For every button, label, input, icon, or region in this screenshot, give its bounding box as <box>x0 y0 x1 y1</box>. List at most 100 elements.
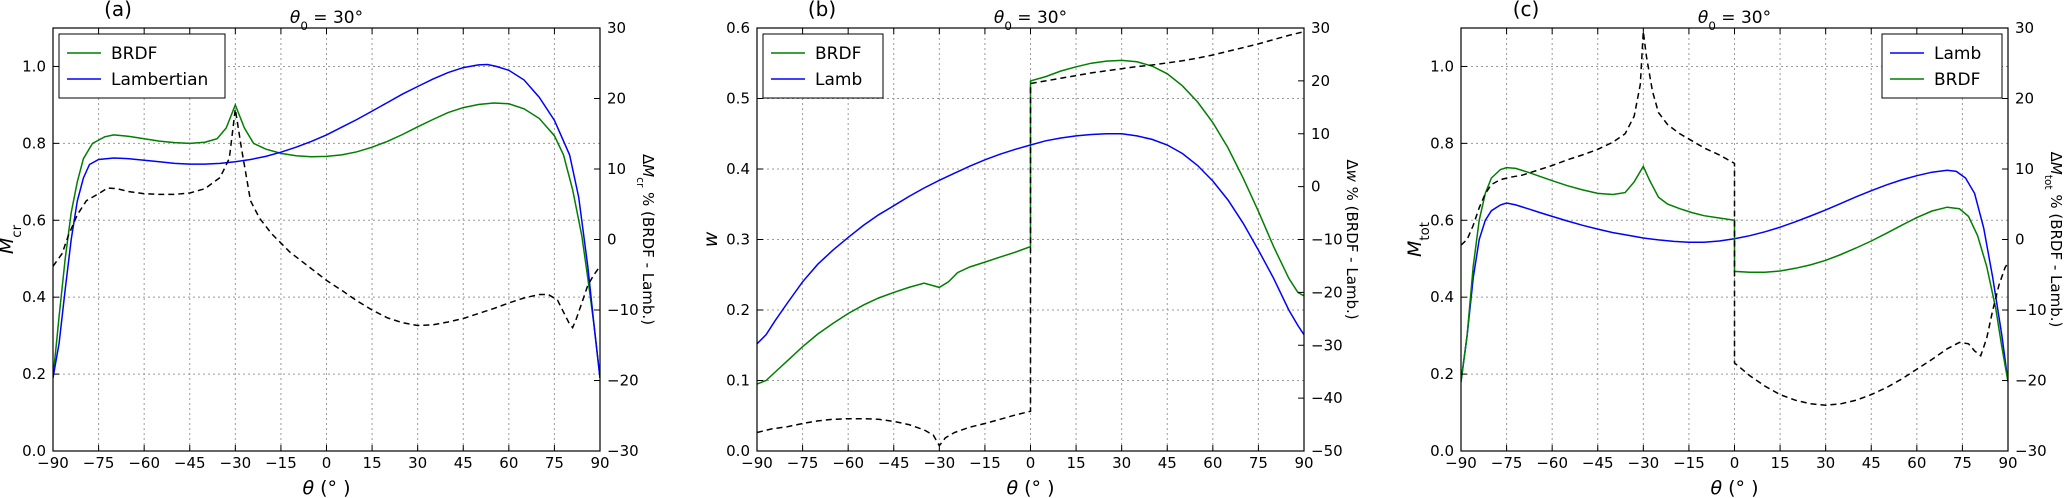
x-tick-label: −75 <box>83 454 115 472</box>
legend-box <box>762 33 884 99</box>
legend: BRDF Lamb <box>762 33 884 99</box>
y-tick-label: 0.4 <box>726 160 750 178</box>
x-axis-label: θ (° ) <box>1006 477 1054 498</box>
legend: Lamb BRDF <box>1881 33 2003 99</box>
difference-series-line <box>53 108 600 329</box>
y2-tick-label: −30 <box>1311 336 1343 354</box>
series-line-brdf <box>53 102 600 378</box>
y2-tick-label: 30 <box>2015 19 2034 37</box>
y2-tick-label: −10 <box>1311 231 1343 249</box>
x-tick-label: −15 <box>969 454 1001 472</box>
x-tick-label: −30 <box>924 454 956 472</box>
x-tick-label: −45 <box>1582 454 1614 472</box>
panel-label: (b) <box>808 0 836 21</box>
y-axis-label: w <box>700 231 722 247</box>
x-tick-label: −90 <box>1445 454 1477 472</box>
y-tick-label: 0.0 <box>726 442 750 460</box>
x-tick-label: 45 <box>1158 454 1177 472</box>
y2-tick-label: 0 <box>1311 178 1321 196</box>
x-tick-label: −60 <box>1536 454 1568 472</box>
legend-label: Lambertian <box>111 70 208 90</box>
y-tick-label: 0.6 <box>1430 211 1454 229</box>
difference-series-line <box>757 30 1304 448</box>
x-tick-label: −45 <box>878 454 910 472</box>
x-axis-label: θ (° ) <box>1710 477 1758 498</box>
y2-tick-label: 0 <box>2015 231 2025 249</box>
x-tick-label: 15 <box>363 454 382 472</box>
y2-tick-label: −40 <box>1311 389 1343 407</box>
chart-title: θ0 = 30° <box>290 8 363 33</box>
y2-tick-label: 30 <box>1311 19 1330 37</box>
y2-tick-label: −30 <box>2015 442 2047 460</box>
y-tick-label: 0.4 <box>1430 288 1454 306</box>
x-tick-label: 90 <box>1998 454 2017 472</box>
series-line-lamb <box>1461 169 2008 382</box>
y2-tick-label: −50 <box>1311 442 1343 460</box>
y2-tick-label: −10 <box>607 301 639 319</box>
x-tick-label: −45 <box>174 454 206 472</box>
y2-tick-label: 0 <box>607 231 617 249</box>
x-tick-label: −15 <box>265 454 297 472</box>
y-tick-label: 0.8 <box>1430 134 1454 152</box>
x-tick-label: 90 <box>590 454 609 472</box>
y-tick-label: 0.4 <box>22 288 46 306</box>
x-tick-label: 0 <box>1730 454 1740 472</box>
y-tick-label: 0.8 <box>22 134 46 152</box>
x-tick-label: 75 <box>1249 454 1268 472</box>
x-tick-label: −75 <box>1491 454 1523 472</box>
y2-tick-label: 20 <box>2015 90 2034 108</box>
series-line-brdf <box>1461 164 2008 382</box>
panel-label: (a) <box>104 0 132 21</box>
y-axis-label: Mcr <box>0 224 25 254</box>
y-axis-label: Mtot <box>1404 222 1433 257</box>
y2-tick-label: 20 <box>607 90 626 108</box>
x-tick-label: 30 <box>408 454 427 472</box>
x-tick-label: 0 <box>322 454 332 472</box>
y-tick-label: 0.0 <box>22 442 46 460</box>
legend-box <box>1881 33 2003 99</box>
y-tick-label: 0.2 <box>726 301 750 319</box>
chart-panel-1: −90 −75 −60 −45 −30 −15 0 15 30 45 60 75 90 0.0 0.2 0.4… <box>0 0 657 498</box>
x-tick-label: −30 <box>1628 454 1660 472</box>
x-tick-label: 60 <box>1907 454 1926 472</box>
y2-tick-label: −20 <box>1311 283 1343 301</box>
y2-tick-label: −30 <box>607 442 639 460</box>
y2-axis-label: Δw % (BRDF - Lamb.) <box>1343 159 1361 319</box>
legend-box <box>58 33 226 99</box>
legend: BRDF Lambertian <box>58 33 226 99</box>
series-line-lamb <box>757 133 1304 345</box>
y2-tick-label: 10 <box>1311 125 1330 143</box>
x-tick-label: −60 <box>128 454 160 472</box>
y-tick-label: 1.0 <box>22 57 46 75</box>
x-tick-label: −30 <box>220 454 252 472</box>
y-tick-label: 0.5 <box>726 90 750 108</box>
x-tick-label: 75 <box>545 454 564 472</box>
legend-label: BRDF <box>111 44 157 64</box>
legend-label: BRDF <box>1934 70 1980 90</box>
chart-title: θ0 = 30° <box>994 8 1067 33</box>
panel-label: (c) <box>1513 0 1540 21</box>
x-tick-label: 15 <box>1067 454 1086 472</box>
series-line-brdf <box>757 59 1304 385</box>
x-tick-label: 90 <box>1294 454 1313 472</box>
x-tick-label: 30 <box>1112 454 1131 472</box>
y2-tick-label: −10 <box>2015 301 2047 319</box>
y-tick-label: 0.0 <box>1430 442 1454 460</box>
y2-axis-label: ΔMtot % (BRDF - Lamb.) <box>2042 152 2065 328</box>
y2-tick-label: −20 <box>607 372 639 390</box>
x-tick-label: 30 <box>1816 454 1835 472</box>
y-tick-label: 0.3 <box>726 231 750 249</box>
y-tick-label: 0.2 <box>1430 365 1454 383</box>
y2-axis-label: ΔMcr % (BRDF - Lamb.) <box>634 154 657 325</box>
x-tick-label: −60 <box>832 454 864 472</box>
chart-panel-2: −90 −75 −60 −45 −30 −15 0 15 30 45 60 75 90 0.0 0.1 0.2… <box>700 0 1361 498</box>
legend-label: Lamb <box>1934 44 1981 64</box>
x-tick-label: 60 <box>1203 454 1222 472</box>
y2-tick-label: 10 <box>2015 160 2034 178</box>
legend-label: Lamb <box>815 70 862 90</box>
legend-label: BRDF <box>815 44 861 64</box>
y-tick-label: 1.0 <box>1430 57 1454 75</box>
x-tick-label: −15 <box>1673 454 1705 472</box>
x-axis-label: θ (° ) <box>302 477 350 498</box>
